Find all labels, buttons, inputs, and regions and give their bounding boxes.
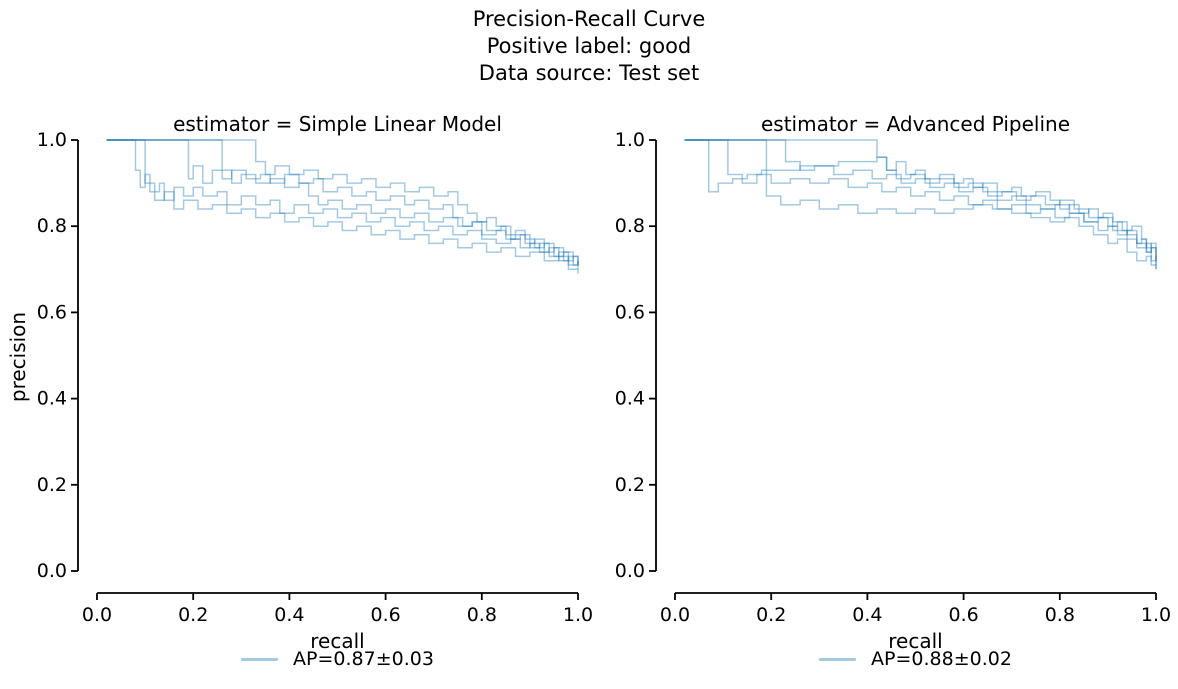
y-tick-label-right: 1.0	[615, 129, 645, 151]
y-tick-label-right: 0.6	[615, 301, 645, 323]
legend-label: AP=0.88±0.02	[871, 648, 1012, 670]
x-tick-label-left: 1.0	[563, 604, 593, 626]
facet-title-right: estimator = Advanced Pipeline	[760, 112, 1071, 136]
y-tick-label-right: 0.2	[615, 474, 645, 496]
x-tick-label-left: 0.8	[467, 604, 497, 626]
pr-curve-fold-5-right	[684, 139, 1157, 261]
x-axis-label-left: recall	[310, 629, 365, 653]
pr-curve-fold-3-left	[106, 139, 579, 266]
x-tick-label-right: 0.2	[756, 604, 786, 626]
x-tick-label-left: 0.0	[82, 604, 112, 626]
y-tick-label-left: 0.8	[37, 215, 67, 237]
y-tick-label-right: 0.8	[615, 215, 645, 237]
legend-line-swatch	[819, 657, 857, 661]
legend-right: AP=0.88±0.02	[675, 647, 1156, 671]
figure-title-line-1: Precision-Recall Curve	[472, 7, 706, 31]
x-tick-label-right: 0.8	[1045, 604, 1075, 626]
y-tick-label-right: 0.0	[615, 560, 645, 582]
y-tick-label-left: 0.6	[37, 301, 67, 323]
x-tick-label-right: 0.4	[852, 604, 882, 626]
figure-title-line-3: Data source: Test set	[478, 61, 700, 85]
pr-curve-fold-2-right	[684, 139, 1157, 262]
pr-curve-fold-4-left	[106, 139, 579, 274]
x-axis-label-right: recall	[888, 629, 943, 653]
facet-title-left: estimator = Simple Linear Model	[173, 112, 502, 136]
y-axis-label: precision	[6, 311, 30, 403]
pr-curve-fold-4-right	[684, 139, 1157, 270]
figure-title-line-2: Positive label: good	[486, 34, 692, 58]
x-tick-label-right: 1.0	[1141, 604, 1171, 626]
legend-label: AP=0.87±0.03	[293, 648, 434, 670]
x-tick-label-left: 0.2	[178, 604, 208, 626]
x-tick-label-left: 0.6	[370, 604, 400, 626]
pr-curve-fold-5-left	[106, 139, 579, 266]
x-tick-label-right: 0.6	[948, 604, 978, 626]
y-tick-label-left: 1.0	[37, 129, 67, 151]
y-tick-label-left: 0.2	[37, 474, 67, 496]
legend-line-swatch	[241, 657, 279, 661]
x-tick-label-right: 0.0	[660, 604, 690, 626]
y-tick-label-right: 0.4	[615, 388, 645, 410]
pr-curve-fold-1-right	[684, 139, 1157, 265]
y-tick-label-left: 0.4	[37, 388, 67, 410]
pr-curve-fold-2-left	[106, 139, 579, 265]
x-tick-label-left: 0.4	[274, 604, 304, 626]
figure-title: Precision-Recall Curve Positive label: g…	[0, 6, 1178, 87]
legend-left: AP=0.87±0.03	[97, 647, 578, 671]
pr-curve-fold-1-left	[106, 139, 579, 270]
y-tick-label-left: 0.0	[37, 560, 67, 582]
pr-curve-fold-3-right	[684, 139, 1157, 270]
